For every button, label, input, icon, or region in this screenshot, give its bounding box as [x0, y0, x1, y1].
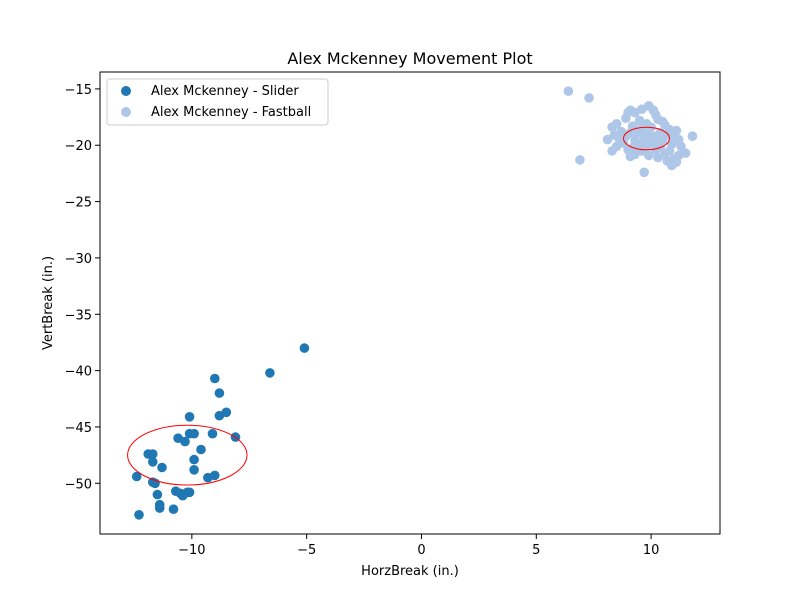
slider-point — [207, 428, 218, 439]
fastball-point — [625, 151, 636, 162]
y-tick-label: −20 — [65, 139, 92, 154]
fastball-point — [676, 141, 686, 152]
fastball-point — [621, 113, 631, 123]
slider-point — [180, 436, 190, 447]
slider-point — [148, 457, 158, 467]
x-tick-label: −10 — [178, 543, 205, 558]
fastball-point — [563, 86, 574, 96]
y-tick-label: −30 — [65, 252, 92, 267]
fastball-point — [602, 134, 613, 145]
fastball-point — [687, 131, 698, 141]
slider-point — [184, 412, 195, 422]
fastball-point — [639, 167, 649, 178]
fastball-point — [607, 122, 617, 132]
slider-point — [189, 465, 199, 475]
fastball-point — [650, 145, 661, 155]
y-axis: −15 −20 −25 −30 −35 −40 −45 −50 — [65, 83, 100, 492]
y-tick-label: −15 — [65, 83, 92, 98]
x-tick-label: 0 — [417, 543, 425, 558]
plot-area — [131, 86, 698, 520]
y-tick-label: −40 — [65, 365, 92, 380]
fastball-point — [607, 146, 617, 156]
fastball-point — [653, 152, 663, 163]
x-tick-label: 5 — [532, 543, 540, 558]
ellipse-layer — [127, 126, 670, 486]
slider-point — [131, 471, 142, 482]
slider-point — [134, 510, 144, 520]
x-axis-label: HorzBreak (in.) — [361, 564, 459, 579]
slider-point — [214, 410, 225, 421]
x-tick-label: 10 — [643, 543, 660, 558]
y-tick-label: −25 — [65, 196, 92, 211]
slider-point — [214, 388, 225, 398]
slider-ellipse — [127, 424, 248, 486]
fastball-ellipse — [623, 126, 670, 151]
legend-label-fastball: Alex Mckenney - Fastball — [151, 105, 311, 120]
y-axis-label: VertBreak (in.) — [41, 256, 56, 350]
x-tick-label: −5 — [297, 543, 316, 558]
slider-point — [203, 472, 213, 483]
slider-point — [152, 489, 163, 500]
slider-point — [189, 428, 199, 439]
y-tick-label: −50 — [65, 477, 92, 492]
legend-marker-slider — [121, 86, 131, 96]
legend: Alex Mckenney - Slider Alex Mckenney - F… — [106, 78, 329, 126]
y-tick-label: −35 — [65, 308, 92, 323]
slider-point — [177, 490, 188, 501]
legend-marker-fastball — [121, 107, 131, 117]
fastball-point — [632, 128, 643, 138]
slider-point — [168, 504, 179, 514]
slider-point — [196, 444, 206, 455]
slider-point — [299, 343, 310, 353]
y-tick-label: −45 — [65, 421, 92, 436]
legend-label-slider: Alex Mckenney - Slider — [151, 84, 299, 99]
slider-point — [148, 449, 158, 459]
axes-frame — [99, 71, 721, 535]
fastball-point — [625, 105, 636, 116]
slider-point — [265, 368, 275, 378]
fastball-point — [584, 93, 594, 103]
slider-point — [189, 454, 199, 465]
x-axis: −10 −5 0 5 10 — [178, 534, 659, 558]
chart-title: Alex Mckenney Movement Plot — [287, 49, 532, 68]
fastball-point — [644, 150, 654, 161]
fastball-point — [575, 155, 585, 165]
slider-point — [154, 503, 165, 513]
slider-point — [157, 462, 167, 473]
fastball-point — [667, 160, 677, 171]
legend-box — [106, 78, 329, 126]
slider-point — [210, 373, 220, 384]
